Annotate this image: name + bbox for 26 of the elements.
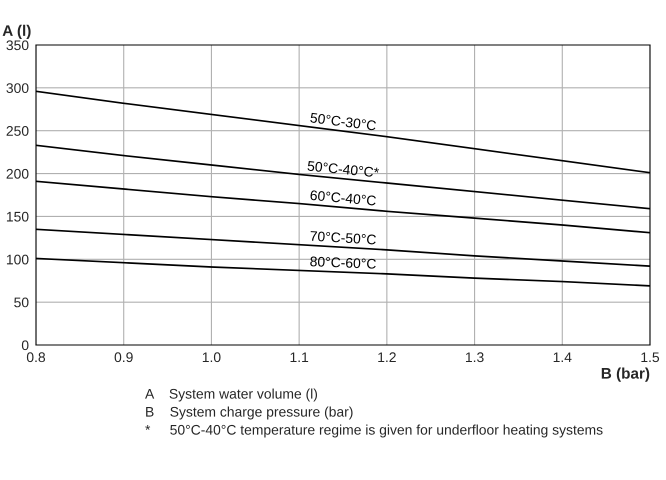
y-tick-label: 200: [6, 168, 29, 179]
y-tick-label: 250: [6, 126, 29, 136]
x-tick-label: 1.1: [290, 352, 308, 362]
y-tick-label: 0: [22, 340, 29, 350]
y-tick-label: 300: [6, 83, 29, 94]
y-tick-label: 50: [14, 297, 29, 308]
y-tick-label: 350: [6, 40, 29, 50]
x-tick-label: 0.8: [26, 352, 46, 362]
x-tick-label: 1.3: [466, 352, 484, 362]
text: * 50°C-40°C temperature regime is given for underfloor heating systems: [145, 424, 603, 438]
x-tick-label: 1.0: [202, 352, 221, 362]
y-axis-title: A (l): [2, 24, 31, 39]
x-axis-title: B (bar): [602, 368, 650, 382]
text: 50°C-40°C*: [307, 160, 380, 178]
y-tick-label: 100: [6, 254, 29, 264]
y-tick-label: 150: [6, 212, 29, 222]
text: B System charge pressure (bar): [146, 406, 353, 420]
text: A System water volume (l): [145, 388, 318, 402]
x-tick-label: 1.5: [641, 352, 660, 362]
x-tick-label: 1.4: [554, 352, 572, 362]
series-label: 70°C-50°C: [310, 230, 376, 245]
x-tick-label: 0.9: [114, 352, 133, 362]
series-label: 80°C-60°C: [310, 256, 376, 269]
text: 50°C-30°C: [310, 112, 376, 131]
text: 60°C-40°C: [310, 190, 376, 206]
x-tick-label: 1.2: [378, 352, 396, 362]
